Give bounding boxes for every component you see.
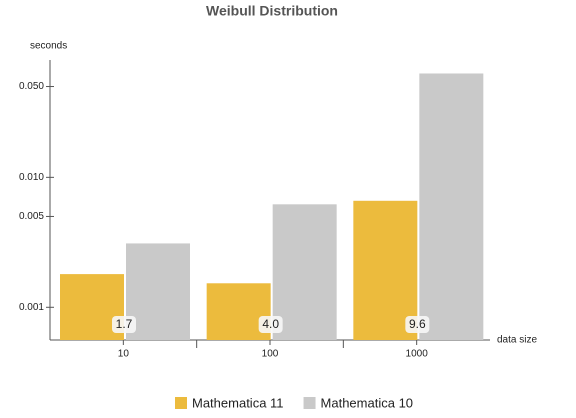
legend-swatch: [303, 397, 316, 409]
y-tick-label: 0.050: [19, 81, 44, 92]
x-tick-label: 100: [262, 349, 279, 360]
speedup-badge: [112, 316, 136, 333]
bar: [272, 204, 337, 340]
legend-swatch: [175, 397, 187, 409]
bar: [126, 243, 190, 340]
speedup-label: 9.6: [409, 317, 426, 331]
legend-label: Mathematica 10: [321, 395, 414, 410]
bar: [419, 73, 484, 340]
x-tick-label: 1000: [406, 349, 429, 360]
y-tick-label: 0.010: [19, 172, 44, 183]
chart-title: Weibull Distribution: [206, 3, 338, 19]
y-tick-label: 0.001: [19, 302, 44, 313]
speedup-badge: [405, 316, 430, 333]
speedup-label: 4.0: [262, 317, 279, 331]
x-axis-label: data size: [497, 335, 537, 346]
speedup-label: 1.7: [116, 317, 133, 331]
bar: [353, 200, 418, 340]
legend-label: Mathematica 11: [192, 395, 284, 410]
y-tick-label: 0.005: [19, 211, 44, 222]
x-tick-label: 10: [118, 349, 130, 360]
speedup-badge: [258, 316, 283, 333]
y-axis-label: seconds: [30, 41, 67, 52]
